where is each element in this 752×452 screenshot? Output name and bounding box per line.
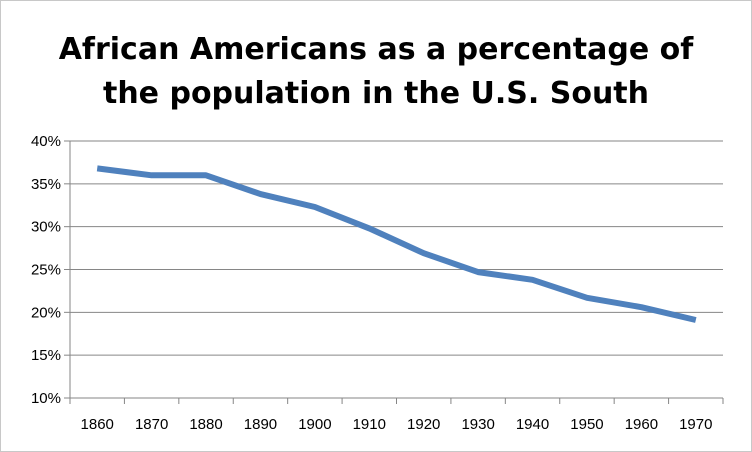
y-axis-ticks: 40% 35% 30% 25% 20% 15% 10% bbox=[31, 133, 61, 407]
y-tick-label: 35% bbox=[31, 176, 61, 193]
x-tick-label: 1880 bbox=[189, 416, 222, 433]
x-axis-ticks: 1860 1870 1880 1890 1900 1910 1920 1930 1940 1950… bbox=[81, 416, 713, 433]
y-tick-label: 15% bbox=[31, 347, 61, 364]
y-tick-label: 40% bbox=[31, 133, 61, 150]
x-tick-label: 1870 bbox=[135, 416, 168, 433]
x-tick-label: 1860 bbox=[81, 416, 114, 433]
y-tick-label: 10% bbox=[31, 390, 61, 407]
x-tick-label: 1950 bbox=[570, 416, 603, 433]
chart-title-line-1: African Americans as a percentage of bbox=[58, 32, 694, 67]
series-line-1 bbox=[96, 165, 697, 323]
x-tick-label: 1890 bbox=[244, 416, 277, 433]
x-tick-label: 1900 bbox=[298, 416, 331, 433]
chart-title: African Americans as a percentage of the… bbox=[0, 28, 752, 116]
x-tick-label: 1920 bbox=[407, 416, 440, 433]
x-tick-label: 1940 bbox=[516, 416, 549, 433]
chart-title-line-2: the population in the U.S. South bbox=[102, 76, 650, 111]
x-tick-label: 1970 bbox=[679, 416, 712, 433]
axes bbox=[64, 140, 724, 404]
x-tick-label: 1960 bbox=[625, 416, 658, 433]
x-tick-label: 1930 bbox=[461, 416, 494, 433]
y-tick-label: 25% bbox=[31, 262, 61, 279]
series-group bbox=[96, 165, 697, 323]
gridlines bbox=[70, 140, 723, 356]
x-tick-label: 1910 bbox=[353, 416, 386, 433]
y-tick-label: 30% bbox=[31, 219, 61, 236]
y-tick-label: 20% bbox=[31, 304, 61, 321]
